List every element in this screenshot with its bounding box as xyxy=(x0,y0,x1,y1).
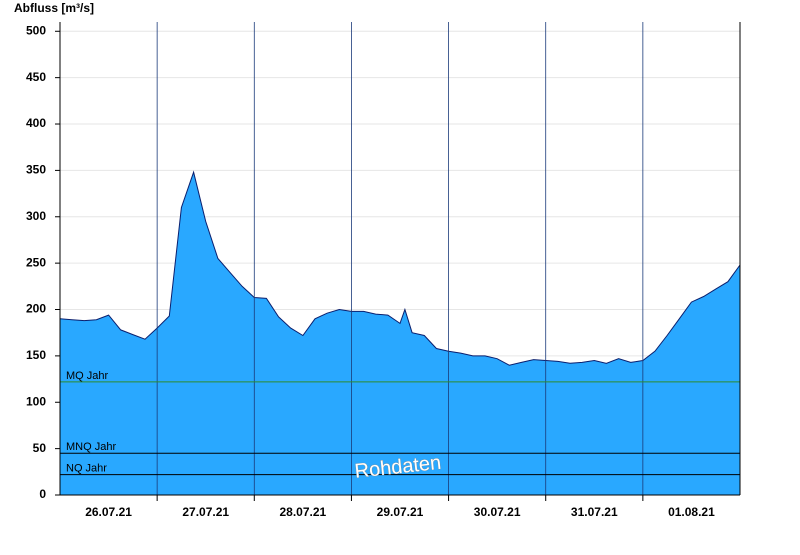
y-tick-label: 400 xyxy=(26,116,46,130)
y-tick-label: 250 xyxy=(26,255,46,269)
area-outline xyxy=(59,170,741,366)
x-tick-label: 30.07.21 xyxy=(474,505,521,519)
y-tick-label: 200 xyxy=(26,302,46,316)
x-tick-label: 31.07.21 xyxy=(571,505,618,519)
y-tick-label: 450 xyxy=(26,70,46,84)
x-tick-label: 26.07.21 xyxy=(85,505,132,519)
y-tick-label: 300 xyxy=(26,209,46,223)
reference-label: NQ Jahr xyxy=(66,463,107,475)
y-tick-label: 0 xyxy=(39,487,46,501)
y-tick-label: 500 xyxy=(26,23,46,37)
x-tick-label: 27.07.21 xyxy=(182,505,229,519)
area xyxy=(60,172,740,495)
x-tick-label: 01.08.21 xyxy=(668,505,715,519)
reference-label: MNQ Jahr xyxy=(66,441,116,453)
y-tick-label: 50 xyxy=(33,441,47,455)
y-tick-label: 350 xyxy=(26,163,46,177)
y-axis-label: Abfluss [m³/s] xyxy=(14,1,94,15)
reference-label: MQ Jahr xyxy=(66,370,109,382)
x-tick-label: 28.07.21 xyxy=(279,505,326,519)
x-tick-label: 29.07.21 xyxy=(377,505,424,519)
y-tick-label: 100 xyxy=(26,394,46,408)
y-tick-label: 150 xyxy=(26,348,46,362)
